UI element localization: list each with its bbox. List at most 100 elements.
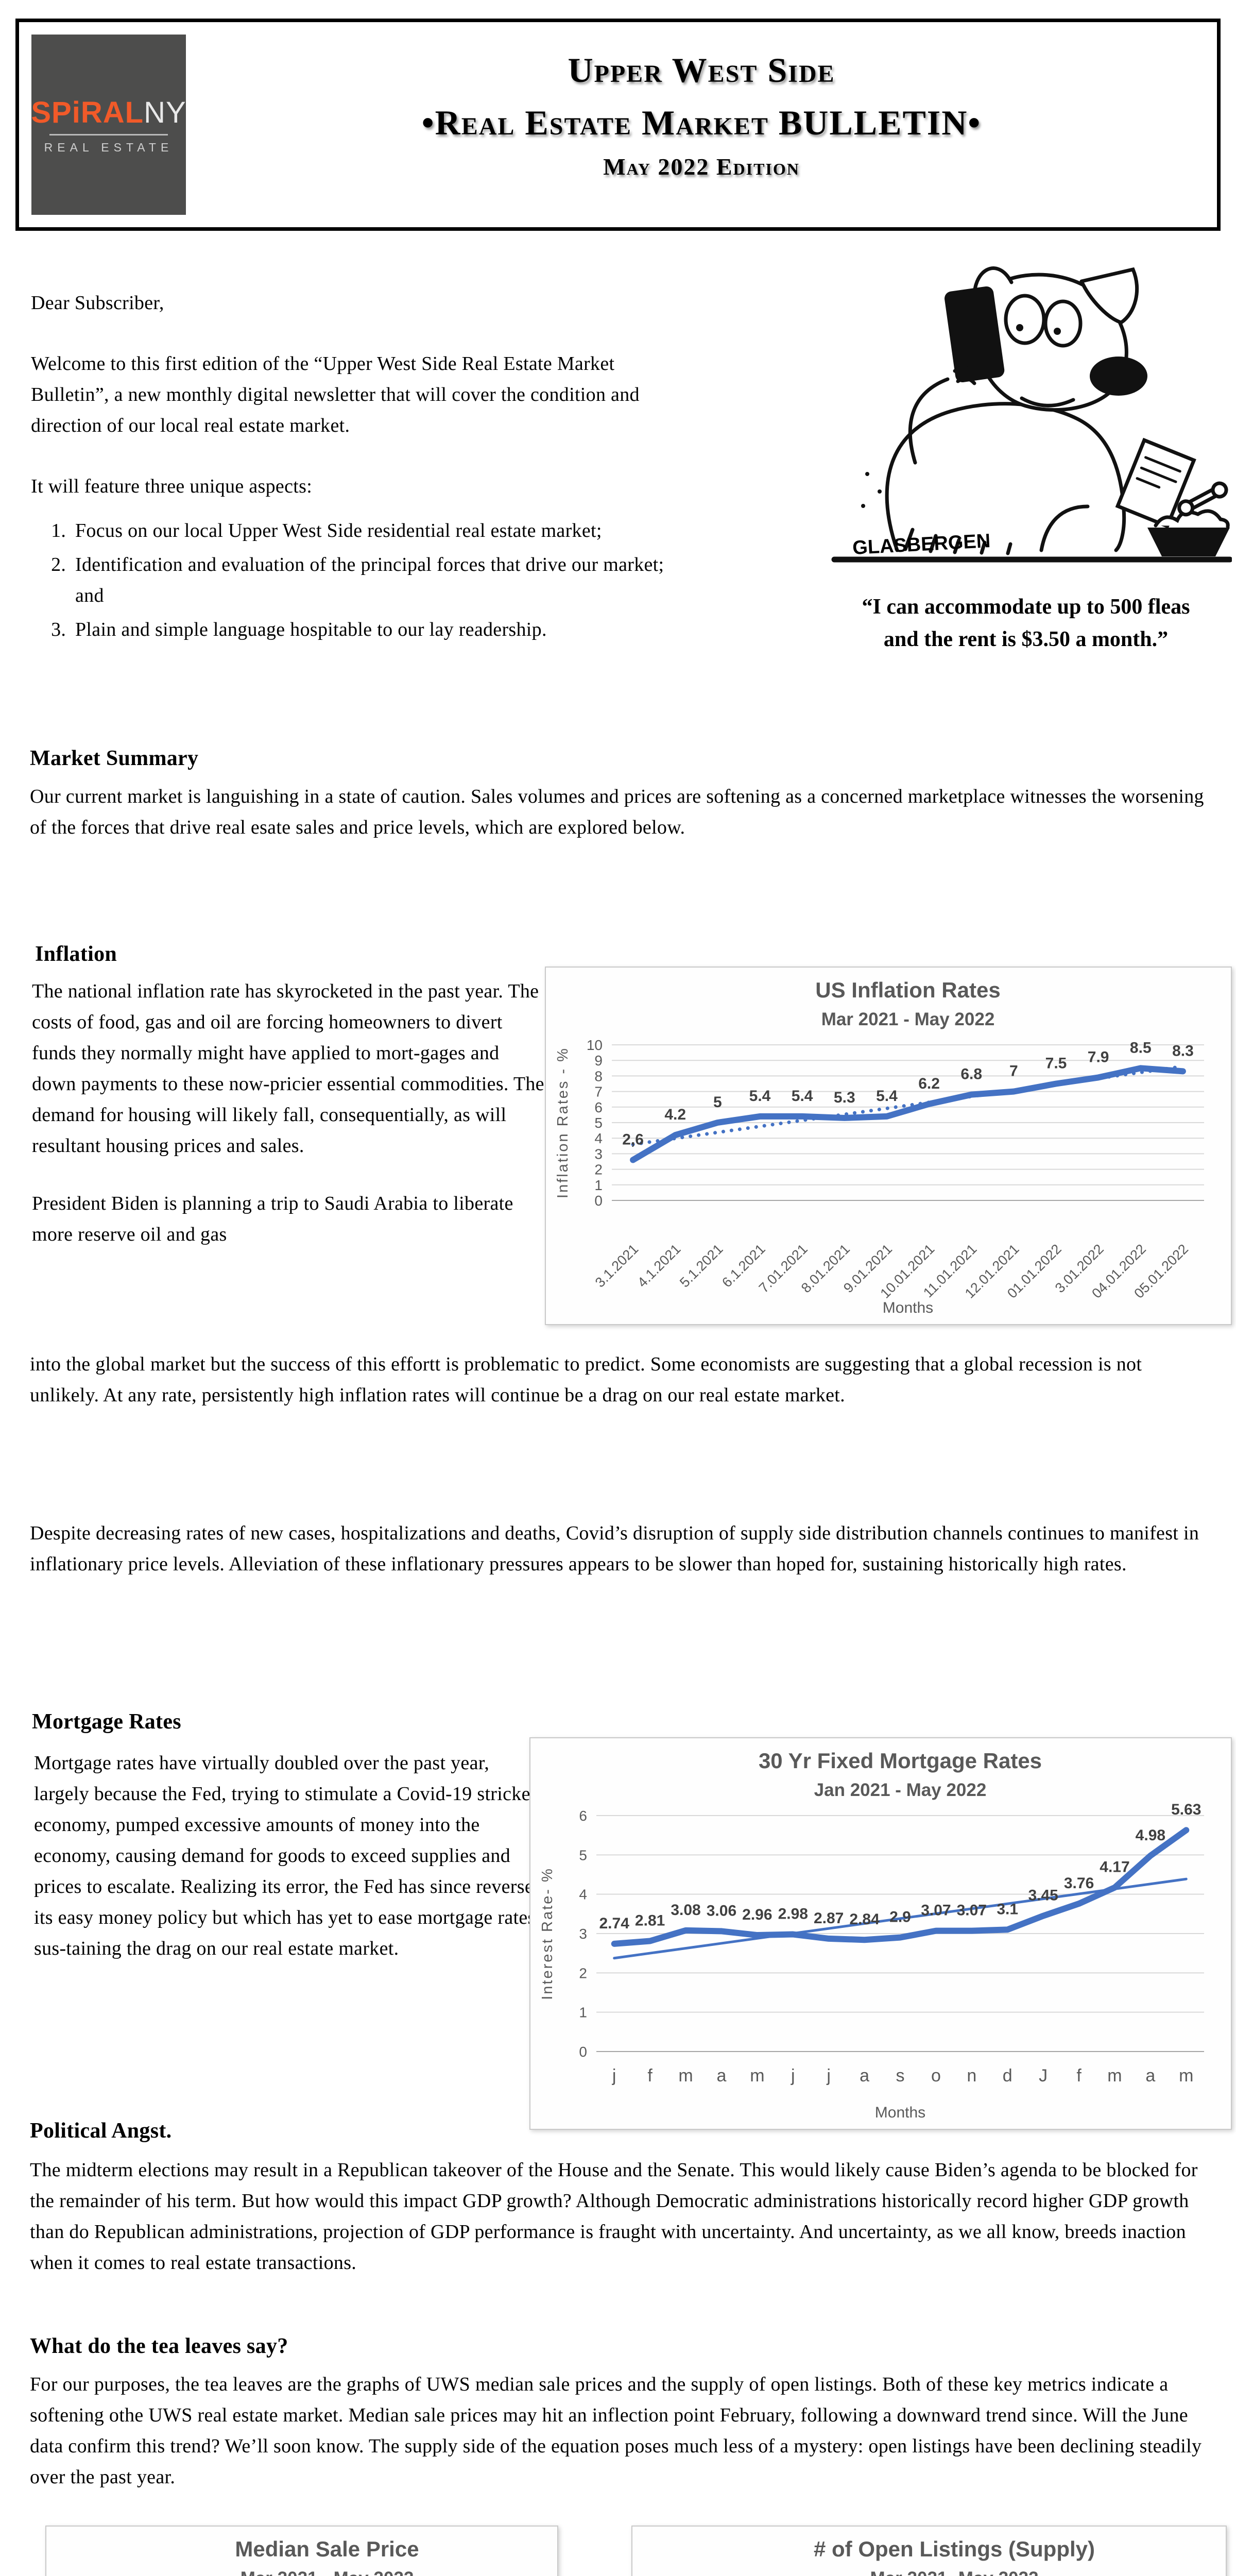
svg-text:6: 6 [594, 1099, 603, 1115]
mortgage-heading: Mortgage Rates [32, 1710, 181, 1734]
svg-text:5: 5 [579, 1847, 587, 1863]
svg-text:Mar 2021 -May 2022: Mar 2021 -May 2022 [870, 2568, 1039, 2576]
svg-text:2,6: 2,6 [622, 1131, 644, 1148]
svg-text:9: 9 [594, 1053, 603, 1069]
masthead-line2: •Real Estate Market BULLETIN• [421, 103, 982, 142]
svg-text:3: 3 [579, 1926, 587, 1942]
cartoon-panel: GLASBERGEN “I can accommodate up to 500 … [820, 241, 1233, 656]
svg-text:8.3: 8.3 [1172, 1042, 1194, 1059]
svg-text:Inflation Rates - %: Inflation Rates - % [555, 1047, 571, 1198]
svg-text:4.1.2021: 4.1.2021 [634, 1241, 684, 1291]
svg-text:2.9: 2.9 [889, 1909, 911, 1926]
svg-text:2.87: 2.87 [814, 1910, 844, 1927]
spiralny-logo: SPiRALNY REAL ESTATE [31, 35, 186, 215]
inflation-heading: Inflation [35, 942, 117, 966]
svg-text:5: 5 [713, 1094, 722, 1111]
logo-text-spiral: SPiRAL [31, 95, 144, 129]
masthead-line1: Upper West Side [568, 50, 835, 90]
inflation-paragraph: The national inflation rate has skyrocke… [32, 980, 544, 1157]
list-item: Plain and simple language hospitable to … [71, 614, 680, 645]
cartoon-dog-illustration: GLASBERGEN [831, 266, 1233, 563]
svg-text:# of Open Listings (Supply): # of Open Listings (Supply) [814, 2537, 1095, 2561]
svg-text:2.96: 2.96 [742, 1906, 772, 1923]
svg-text:7: 7 [1009, 1063, 1018, 1080]
svg-text:d: d [1003, 2066, 1012, 2086]
svg-text:6.2: 6.2 [918, 1075, 940, 1092]
svg-text:Jan 2021 - May 2022: Jan 2021 - May 2022 [814, 1780, 987, 1800]
svg-text:2.84: 2.84 [849, 1911, 880, 1928]
svg-text:3.06: 3.06 [707, 1902, 736, 1919]
svg-text:a: a [860, 2066, 869, 2086]
header-banner: SPiRALNY REAL ESTATE Upper West Side •Re… [15, 19, 1221, 231]
market-summary-heading: Market Summary [30, 747, 199, 770]
svg-text:Interest Rate- %: Interest Rate- % [539, 1867, 556, 2000]
svg-text:1: 1 [579, 2005, 587, 2021]
svg-text:m: m [1179, 2066, 1193, 2086]
svg-text:o: o [931, 2066, 941, 2086]
logo-divider [49, 133, 168, 135]
svg-text:f: f [647, 2066, 653, 2086]
intro-letter: Dear Subscriber, Welcome to this first e… [31, 287, 680, 648]
caption-line-2: and the rent is $3.50 a month.” [883, 628, 1169, 651]
svg-text:2: 2 [594, 1162, 603, 1178]
market-summary-paragraph: Our current market is languishing in a s… [30, 786, 1204, 839]
svg-text:3.07: 3.07 [921, 1902, 951, 1919]
svg-text:m: m [750, 2066, 764, 2086]
svg-text:5.63: 5.63 [1171, 1801, 1201, 1818]
svg-text:10: 10 [587, 1037, 603, 1053]
svg-text:s: s [896, 2066, 905, 2086]
svg-text:5: 5 [594, 1115, 603, 1131]
svg-text:3.07: 3.07 [957, 1902, 987, 1919]
svg-text:3.45: 3.45 [1028, 1887, 1058, 1904]
biden-paragraph-start: President Biden is planning a trip to Sa… [32, 1193, 513, 1246]
svg-text:3.76: 3.76 [1064, 1875, 1094, 1892]
svg-text:0: 0 [594, 1193, 603, 1209]
svg-text:4.98: 4.98 [1136, 1827, 1165, 1844]
cartoon-artist-signature: GLASBERGEN [852, 530, 991, 559]
aspects-list: Focus on our local Upper West Side resid… [31, 515, 680, 645]
svg-text:5.4: 5.4 [749, 1088, 771, 1105]
list-item: Focus on our local Upper West Side resid… [71, 515, 680, 546]
svg-text:8: 8 [594, 1068, 603, 1084]
svg-text:7.9: 7.9 [1088, 1048, 1109, 1065]
caption-line-1: “I can accommodate up to 500 fleas [862, 595, 1190, 619]
svg-text:m: m [678, 2066, 693, 2086]
svg-text:5.4: 5.4 [876, 1088, 898, 1105]
tea-leaves-heading: What do the tea leaves say? [30, 2334, 288, 2358]
masthead: Upper West Side •Real Estate Market BULL… [199, 44, 1204, 184]
svg-text:7.5: 7.5 [1045, 1055, 1067, 1072]
svg-text:Months: Months [875, 2104, 925, 2121]
intro-paragraph: Welcome to this first edition of the “Up… [31, 353, 640, 437]
svg-text:5.1.2021: 5.1.2021 [677, 1241, 726, 1291]
svg-text:Mar 2021 - May 2022: Mar 2021 - May 2022 [821, 1009, 995, 1029]
svg-text:7: 7 [594, 1084, 603, 1100]
aspects-intro: It will feature three unique aspects: [31, 476, 313, 498]
svg-text:j: j [612, 2066, 616, 2086]
open-listings-chart: 020040060080010001200MarAprMayJunJulAugS… [631, 2526, 1227, 2576]
covid-paragraph: Despite decreasing rates of new cases, h… [30, 1522, 1199, 1575]
biden-paragraph-continued: into the global market but the success o… [30, 1353, 1142, 1406]
svg-text:4.17: 4.17 [1100, 1859, 1129, 1876]
political-heading: Political Angst. [30, 2119, 172, 2143]
svg-text:5.3: 5.3 [834, 1089, 855, 1106]
svg-text:n: n [967, 2066, 976, 2086]
political-paragraph: The midterm elections may result in a Re… [30, 2159, 1198, 2274]
svg-text:4: 4 [579, 1887, 587, 1903]
logo-text-ny: NY [144, 95, 186, 129]
cartoon-caption: “I can accommodate up to 500 fleas and t… [820, 591, 1232, 656]
median-sale-price-chart: 02004006008001000120014001600maraprmayju… [45, 2526, 558, 2576]
svg-text:Median Sale Price: Median Sale Price [235, 2537, 419, 2561]
svg-text:6: 6 [579, 1808, 587, 1824]
svg-text:a: a [1145, 2066, 1155, 2086]
svg-text:Mar 2021 - May 2022: Mar 2021 - May 2022 [241, 2568, 414, 2576]
svg-text:3.08: 3.08 [671, 1902, 700, 1919]
svg-text:a: a [716, 2066, 726, 2086]
svg-text:0: 0 [579, 2044, 587, 2060]
mortgage-paragraph: Mortgage rates have virtually doubled ov… [34, 1752, 544, 1960]
svg-text:3: 3 [594, 1146, 603, 1162]
svg-text:2: 2 [579, 1965, 587, 1981]
svg-text:j: j [826, 2066, 831, 2086]
svg-text:2.98: 2.98 [778, 1906, 808, 1923]
svg-text:1: 1 [594, 1177, 603, 1193]
